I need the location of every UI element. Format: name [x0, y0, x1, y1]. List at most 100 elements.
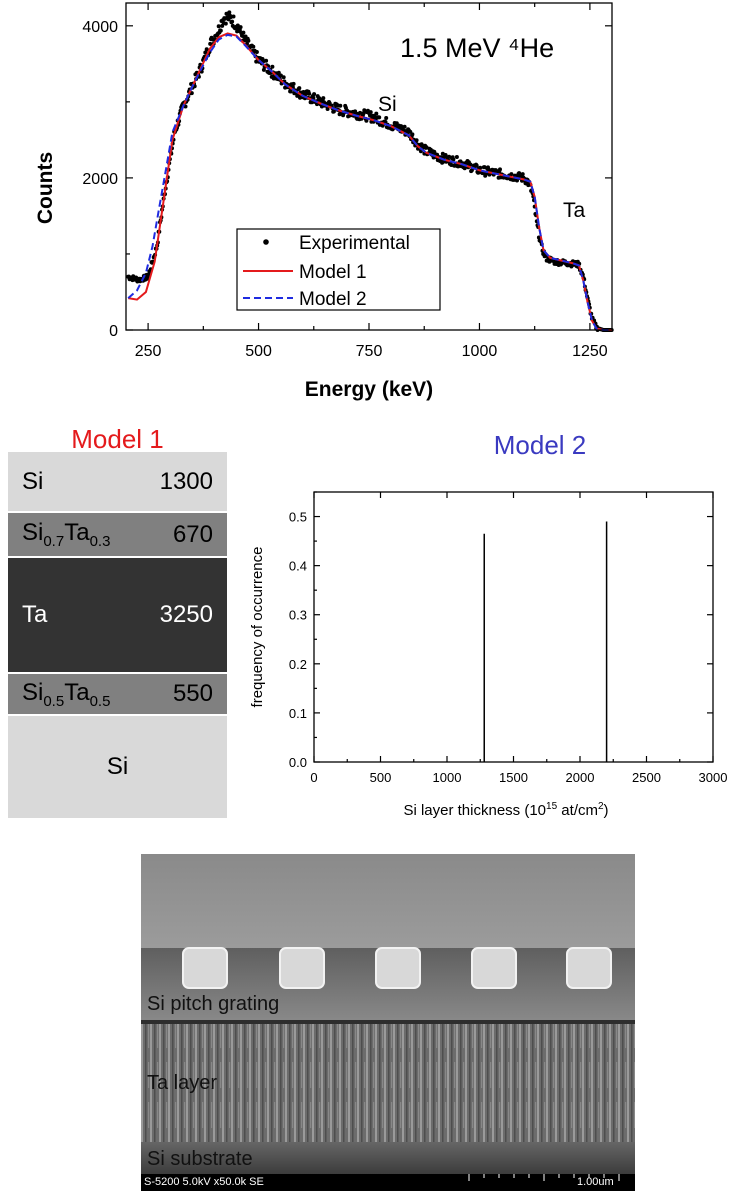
rbs-data-point	[368, 110, 373, 115]
rbs-data-point	[474, 163, 479, 168]
rbs-data-point	[520, 172, 525, 177]
model2-histogram-chart: 0 500 1000 1500 2000 2500 3000 0.0 0.1 0.2 0.3 0.4 0…	[249, 491, 727, 819]
layer-name: Si	[22, 467, 44, 495]
sem-scale-label: 1.00um	[577, 1176, 614, 1188]
rbs-data-point	[246, 38, 251, 43]
sem-instrument-info: S-5200 5.0kV x50.0k SE	[144, 1176, 264, 1188]
sem-substrate	[141, 1142, 635, 1174]
rbs-data-point	[227, 10, 232, 15]
layer-si05ta05: Si0.5Ta0.5 550	[8, 674, 227, 714]
rbs-spectrum-chart: 250 500 750 1000 1250 0 2000 4000 1.5 MeV ⁴He S…	[34, 2, 614, 401]
sem-ta-shading	[141, 1023, 635, 1142]
rbs-data-point	[517, 171, 522, 176]
hist-x-tick-label: 0	[310, 770, 317, 785]
rbs-x-axis-label: Energy (keV)	[305, 378, 433, 401]
layer-si-substrate: Si	[8, 716, 227, 818]
rbs-data-point	[364, 118, 369, 123]
rbs-data-point	[261, 67, 266, 72]
model1-layer-stack: Si 1300 Si0.7Ta0.3 670 Ta 3250 Si0.5Ta0.…	[8, 452, 227, 818]
hist-x-tick-label: 2500	[632, 770, 661, 785]
sem-interface-line	[141, 1020, 635, 1024]
legend-model2-label: Model 2	[299, 289, 367, 310]
hist-x-axis-label: Si layer thickness (1015 at/cm2)	[403, 801, 608, 819]
rbs-legend: Experimental Model 1 Model 2	[236, 228, 441, 311]
hist-y-tick-label: 0.1	[289, 706, 307, 721]
rbs-data-point	[374, 111, 379, 116]
hist-x-tick-label: 500	[370, 770, 392, 785]
model1-title: Model 1	[71, 424, 164, 454]
rbs-model2-line	[127, 33, 612, 331]
rbs-data-point	[241, 30, 246, 35]
layer-thickness: 670	[172, 520, 213, 548]
hist-y-axis-label: frequency of occurrence	[249, 547, 266, 708]
rbs-data-point	[478, 165, 483, 170]
sem-grating-trenches	[182, 947, 612, 989]
legend-experimental-marker	[263, 239, 269, 245]
rbs-data-point	[231, 14, 236, 19]
rbs-data-point	[384, 116, 389, 120]
layer-name: Si0.5Ta0.5	[22, 678, 111, 710]
rbs-data-point	[276, 70, 281, 75]
rbs-data-point	[377, 115, 382, 120]
sem-ta-layer	[141, 1023, 635, 1142]
layer-divider	[8, 511, 227, 513]
sem-scale-bar	[468, 1174, 620, 1181]
hist-x-tick-label: 1000	[433, 770, 462, 785]
rbs-data-point	[454, 155, 459, 159]
rbs-data-point	[414, 138, 419, 143]
hist-bars	[483, 521, 608, 762]
rbs-data-point	[223, 21, 228, 26]
rbs-data-point	[218, 28, 223, 33]
rbs-series-group	[126, 10, 614, 332]
hist-x-tick-label: 1500	[499, 770, 528, 785]
layer-name: Ta	[22, 601, 48, 628]
sem-micrograph: Si pitch grating Ta layer Si substrate S…	[141, 854, 635, 1191]
rbs-data-point	[264, 58, 269, 63]
rbs-data-point	[509, 172, 514, 177]
rbs-y-tick-label: 0	[109, 323, 118, 340]
rbs-data-point	[462, 166, 467, 171]
rbs-data-point	[281, 75, 286, 80]
rbs-data-point	[358, 110, 363, 115]
rbs-data-point	[368, 113, 372, 118]
layer-divider	[8, 672, 227, 674]
rbs-axes: 250 500 750 1000 1250 0 2000 4000	[82, 3, 612, 360]
layer-si-top: Si 1300	[8, 452, 227, 511]
layer-si07ta03: Si0.7Ta0.3 670	[8, 513, 227, 556]
rbs-x-tick-label: 750	[356, 343, 383, 360]
layer-ta: Ta 3250	[8, 558, 227, 672]
model2-title: Model 2	[493, 430, 587, 460]
rbs-data-point	[238, 25, 243, 30]
hist-plot-frame	[313, 491, 714, 763]
rbs-data-point	[230, 19, 235, 24]
rbs-annotation-ta: Ta	[563, 199, 586, 222]
hist-y-tick-label: 0.5	[289, 510, 307, 525]
layer-divider	[8, 714, 227, 716]
rbs-x-tick-label: 500	[245, 343, 272, 360]
rbs-x-tick-label: 1000	[462, 343, 498, 360]
rbs-data-point	[498, 167, 502, 172]
layer-name: Si0.7Ta0.3	[22, 519, 111, 550]
sem-label-ta: Ta layer	[147, 1072, 218, 1094]
legend-model1-label: Model 1	[299, 262, 367, 283]
rbs-data-point	[402, 124, 407, 129]
rbs-y-axis-label: Counts	[34, 152, 57, 224]
rbs-data-point	[515, 178, 519, 183]
rbs-data-point	[451, 157, 456, 162]
rbs-x-tick-label: 1250	[572, 343, 608, 360]
rbs-data-point	[203, 50, 208, 55]
rbs-data-point	[312, 92, 317, 97]
rbs-data-point	[216, 24, 221, 29]
rbs-data-point	[338, 103, 343, 108]
rbs-x-tick-label: 250	[135, 343, 162, 360]
rbs-data-point	[291, 81, 296, 86]
rbs-y-tick-label: 2000	[82, 171, 118, 188]
layer-divider	[8, 556, 227, 558]
rbs-data-point	[410, 132, 415, 137]
legend-experimental-label: Experimental	[299, 233, 410, 254]
rbs-title: 1.5 MeV ⁴He	[400, 33, 554, 63]
rbs-plot-frame	[125, 2, 613, 331]
rbs-data-point	[307, 91, 312, 96]
sem-label-grating: Si pitch grating	[147, 993, 280, 1015]
hist-y-tick-label: 0.0	[289, 755, 307, 770]
